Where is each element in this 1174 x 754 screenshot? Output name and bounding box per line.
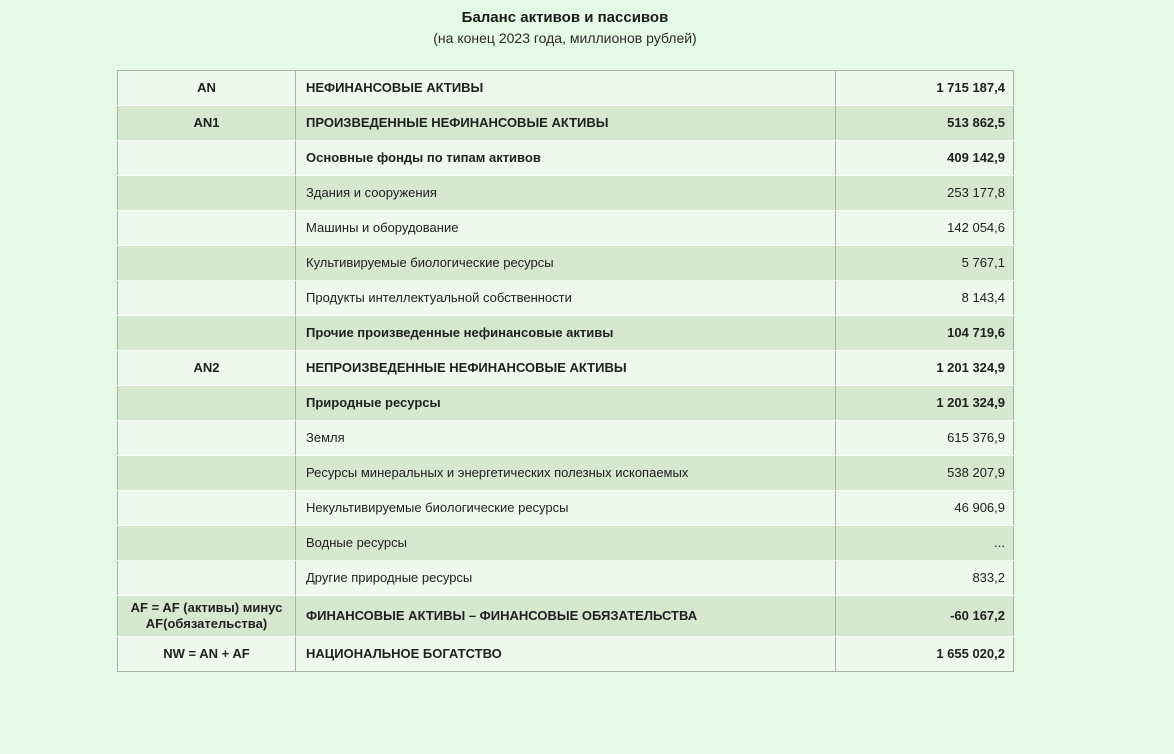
row-value-cell: 1 655 020,2 [835,636,1014,672]
row-name-cell: Основные фонды по типам активов [295,140,836,176]
row-value-cell: 5 767,1 [835,245,1014,281]
row-code-cell [117,175,296,211]
row-name-cell: Прочие произведенные нефинансовые активы [295,315,836,351]
table-row: AN НЕФИНАНСОВЫЕ АКТИВЫ 1 715 187,4 [117,70,1014,106]
table-row: Здания и сооружения 253 177,8 [117,175,1014,211]
row-name-cell: Продукты интеллектуальной собственности [295,280,836,316]
row-name-cell: Культивируемые биологические ресурсы [295,245,836,281]
page-container: Баланс активов и пассивов (на конец 2023… [117,0,1014,672]
row-value-cell: 833,2 [835,560,1014,596]
row-name-cell: НЕФИНАНСОВЫЕ АКТИВЫ [295,70,836,106]
row-name-cell: НАЦИОНАЛЬНОЕ БОГАТСТВО [295,636,836,672]
row-value-cell: 409 142,9 [835,140,1014,176]
row-name-cell: Ресурсы минеральных и энергетических пол… [295,455,836,491]
row-value-cell: 538 207,9 [835,455,1014,491]
table-row: NW = AN + AF НАЦИОНАЛЬНОЕ БОГАТСТВО 1 655 … [117,636,1014,672]
row-name-cell: Здания и сооружения [295,175,836,211]
row-value-cell: ... [835,525,1014,561]
row-code-cell: AN [117,70,296,106]
row-name-cell: ФИНАНСОВЫЕ АКТИВЫ – ФИНАНСОВЫЕ ОБЯЗАТЕЛЬ… [295,595,836,637]
table-row: AN1 ПРОИЗВЕДЕННЫЕ НЕФИНАНСОВЫЕ АКТИВЫ 513 … [117,105,1014,141]
row-value-cell: 46 906,9 [835,490,1014,526]
row-value-cell: 1 201 324,9 [835,385,1014,421]
row-code-cell [117,140,296,176]
row-code-cell [117,560,296,596]
row-name-cell: НЕПРОИЗВЕДЕННЫЕ НЕФИНАНСОВЫЕ АКТИВЫ [295,350,836,386]
table-row: Некультивируемые биологические ресурсы 46… [117,490,1014,526]
table-row: AN2 НЕПРОИЗВЕДЕННЫЕ НЕФИНАНСОВЫЕ АКТИВЫ 1 … [117,350,1014,386]
page-title: Баланс активов и пассивов [461,9,669,26]
balance-table: AN НЕФИНАНСОВЫЕ АКТИВЫ 1 715 187,4 AN1 ПРОИЗ… [117,70,1014,672]
row-code-cell: AN2 [117,350,296,386]
row-code-cell [117,420,296,456]
row-code-cell [117,525,296,561]
row-code-cell [117,455,296,491]
row-value-cell: 615 376,9 [835,420,1014,456]
table-row: Ресурсы минеральных и энергетических пол… [117,455,1014,491]
row-name-cell: Водные ресурсы [295,525,836,561]
row-code-cell [117,245,296,281]
page-subtitle: (на конец 2023 года, миллионов рублей) [433,30,697,46]
table-row: Земля 615 376,9 [117,420,1014,456]
row-code-cell: AF = AF (активы) минус AF(обязательства) [117,595,296,637]
row-name-cell: Другие природные ресурсы [295,560,836,596]
row-code-cell [117,385,296,421]
row-name-cell: Некультивируемые биологические ресурсы [295,490,836,526]
row-code-cell: AN1 [117,105,296,141]
row-value-cell: -60 167,2 [835,595,1014,637]
row-value-cell: 253 177,8 [835,175,1014,211]
table-row: Прочие произведенные нефинансовые активы… [117,315,1014,351]
table-row: AF = AF (активы) минус AF(обязательства)… [117,595,1014,637]
row-value-cell: 513 862,5 [835,105,1014,141]
table-row: Продукты интеллектуальной собственности 8… [117,280,1014,316]
row-value-cell: 8 143,4 [835,280,1014,316]
row-name-cell: Машины и оборудование [295,210,836,246]
balance-table-body: AN НЕФИНАНСОВЫЕ АКТИВЫ 1 715 187,4 AN1 ПРОИЗ… [117,70,1014,672]
table-row: Природные ресурсы 1 201 324,9 [117,385,1014,421]
row-value-cell: 104 719,6 [835,315,1014,351]
row-name-cell: Природные ресурсы [295,385,836,421]
row-name-cell: ПРОИЗВЕДЕННЫЕ НЕФИНАНСОВЫЕ АКТИВЫ [295,105,836,141]
row-value-cell: 1 715 187,4 [835,70,1014,106]
table-row: Культивируемые биологические ресурсы 5 76… [117,245,1014,281]
table-row: Другие природные ресурсы 833,2 [117,560,1014,596]
row-value-cell: 1 201 324,9 [835,350,1014,386]
table-row: Основные фонды по типам активов 409 142,9 [117,140,1014,176]
row-value-cell: 142 054,6 [835,210,1014,246]
row-code-cell [117,315,296,351]
table-row: Водные ресурсы... [117,525,1014,561]
row-code-cell [117,280,296,316]
row-code-cell [117,490,296,526]
row-name-cell: Земля [295,420,836,456]
table-row: Машины и оборудование 142 054,6 [117,210,1014,246]
row-code-cell [117,210,296,246]
row-code-cell: NW = AN + AF [117,636,296,672]
